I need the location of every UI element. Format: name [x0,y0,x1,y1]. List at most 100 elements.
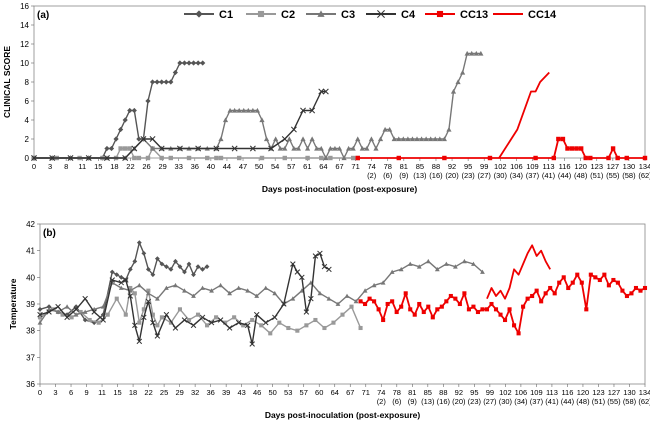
data-point-c4-stroke-2 [272,314,278,321]
data-point-c3 [478,50,484,56]
data-point-cc13 [367,296,372,301]
x-tick-label: (48) [574,171,588,180]
data-point-c3 [173,282,178,288]
data-point-c3 [362,288,368,293]
data-point-c4-stroke-2 [73,306,79,313]
y-tick-label: 38 [26,327,35,336]
data-point-c2 [105,312,110,317]
data-point-c4-stroke-2 [141,314,147,321]
x-tick-label: 130 [623,388,636,397]
data-point-c3 [277,145,283,151]
x-tick-label: 123 [591,162,604,171]
data-point-c1 [173,258,178,264]
x-tick-label: 92 [455,388,463,397]
data-point-cc13 [421,309,426,315]
x-tick-label: 130 [623,162,636,171]
x-tick-label: 15 [94,162,102,171]
data-point-c3 [387,126,393,132]
x-tick-label: 88 [432,162,440,171]
x-tick-label: (23) [461,171,475,180]
x-tick-label: (2) [377,397,387,406]
y-tick-label: 0 [25,154,30,163]
series-c1 [31,60,206,161]
data-point-cc13 [453,296,458,301]
x-tick-label: (58) [623,397,637,406]
data-point-c2 [195,312,201,317]
data-point-cc13 [442,155,447,161]
data-point-c2 [340,312,345,317]
data-point-c1 [136,240,142,246]
y-tick-label: 37 [26,353,35,362]
data-point-cc13 [552,291,557,296]
data-point-c3 [414,136,420,142]
data-point-c4-stroke-2 [122,155,129,161]
x-tick-label: 99 [480,162,488,171]
x-axis-label: Days post-inoculation (post-exposure) [265,410,421,420]
data-point-c1 [127,266,133,272]
data-point-c2 [136,155,142,161]
x-tick-label: (41) [545,397,559,406]
x-tick-label: 127 [607,162,620,171]
data-point-c2 [186,155,192,161]
data-point-c4 [235,319,242,326]
x-tick-label: (51) [590,171,604,180]
data-point-cc13 [408,307,413,312]
data-point-c3 [350,145,356,151]
data-point-c1 [127,107,133,114]
legend-label: C4 [401,9,416,21]
data-point-c1 [154,256,160,262]
x-tick-label: (2) [367,171,377,180]
x-tick-label: 123 [592,388,605,397]
data-point-c4-stroke-2 [253,311,260,318]
data-point-cc13 [606,155,611,161]
data-point-c4-stroke-2 [290,126,297,133]
data-point-c2 [137,320,142,325]
data-point-c3 [218,136,224,142]
x-tick-label: (55) [607,397,621,406]
data-point-c3 [455,79,461,85]
data-point-cc13 [412,312,417,317]
data-point-c2 [132,155,137,161]
data-point-cc13 [624,293,629,299]
series-line-c4 [34,90,326,159]
data-point-cc13 [561,275,566,280]
y-tick-label: 36 [26,380,35,389]
data-point-c3 [428,136,434,142]
y-axis-label: Temperature [8,278,18,329]
x-tick-label: (44) [561,397,575,406]
x-tick-label: 43 [237,388,245,397]
data-point-c3 [149,145,156,151]
data-point-c4 [140,136,147,142]
data-point-c3 [154,296,160,301]
data-point-c3 [64,304,70,309]
data-point-cc13 [507,307,512,312]
x-tick-label: 102 [499,388,512,397]
data-point-cc13 [534,288,539,293]
data-point-cc13 [570,280,575,285]
data-point-c4 [268,145,275,152]
data-point-c4 [49,155,56,161]
x-tick-label: (23) [468,397,482,406]
data-point-c1 [37,306,43,312]
data-point-cc13 [602,272,607,277]
data-point-c3 [452,264,458,269]
data-point-c3 [209,288,214,293]
x-tick-label: 22 [144,388,152,397]
data-point-c2 [331,320,336,325]
data-point-c2 [60,312,65,317]
x-tick-label: 29 [158,162,166,171]
data-point-c3 [317,290,323,296]
data-point-c3 [373,145,379,151]
data-point-c2 [295,328,300,333]
data-point-c3 [250,107,256,113]
data-point-c1 [122,117,128,123]
data-point-c2 [205,323,210,328]
data-point-c4 [158,145,165,152]
data-point-c1 [118,274,124,280]
data-point-c3 [480,269,485,274]
x-tick-label: 113 [543,162,555,171]
data-point-c3 [416,264,422,269]
data-point-c2 [282,155,287,161]
data-point-c4 [294,269,301,275]
